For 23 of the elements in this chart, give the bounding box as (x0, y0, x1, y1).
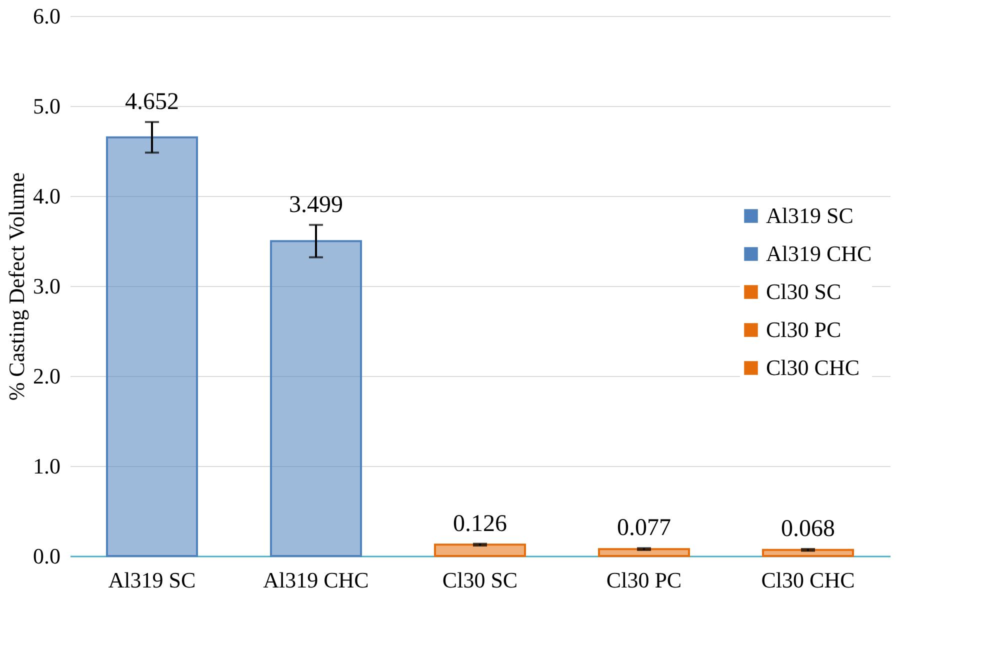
data-label: 0.077 (617, 515, 671, 542)
data-label: 3.499 (289, 192, 343, 218)
y-tick-label: 2.0 (33, 364, 60, 388)
y-tick-label: 4.0 (33, 184, 60, 208)
y-tick-label: 6.0 (33, 4, 60, 28)
legend-label: Al319 CHC (766, 241, 872, 266)
x-tick-label: Cl30 CHC (761, 568, 855, 592)
legend-label: Al319 SC (766, 203, 854, 228)
y-tick-label: 1.0 (33, 454, 60, 478)
data-label: 0.068 (781, 516, 835, 542)
x-tick-label: Al319 SC (108, 568, 196, 592)
x-tick-label: Cl30 PC (606, 568, 682, 592)
legend-label: Cl30 CHC (766, 355, 860, 380)
y-axis-title: % Casting Defect Volume (4, 172, 29, 401)
y-tick-label: 0.0 (33, 544, 60, 568)
x-tick-label: Cl30 SC (442, 568, 518, 592)
y-tick-label: 3.0 (33, 274, 60, 298)
legend-label: Cl30 PC (766, 317, 842, 342)
data-label: 4.652 (125, 89, 179, 116)
data-label: 0.126 (453, 510, 507, 537)
legend-label: Cl30 SC (766, 279, 842, 304)
x-tick-label: Al319 CHC (263, 568, 369, 592)
y-tick-label: 5.0 (33, 94, 60, 118)
